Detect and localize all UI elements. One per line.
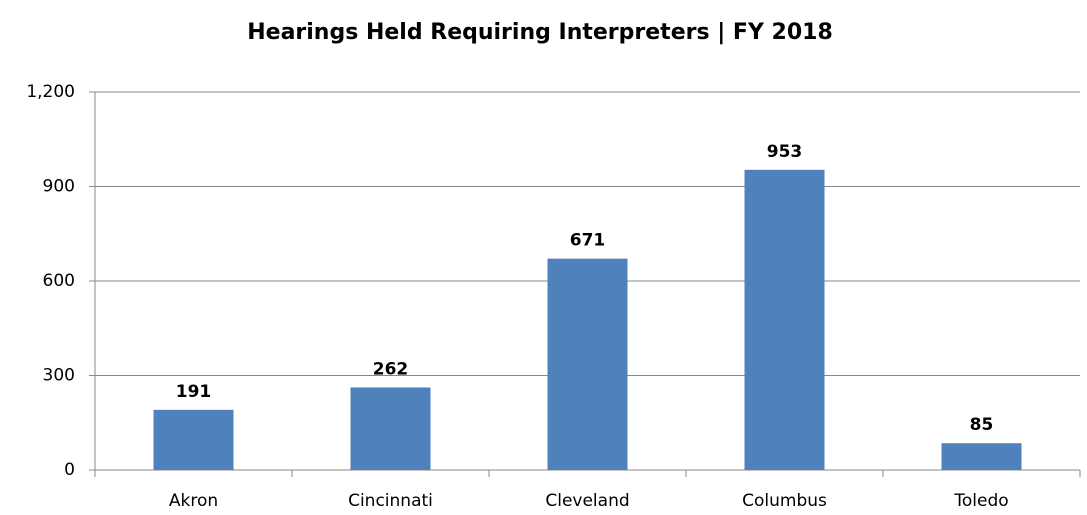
y-tick-label: 300 [43,366,75,386]
value-label: 85 [970,415,994,435]
x-tick-label: Columbus [742,491,827,511]
value-label: 953 [767,142,803,162]
bar [941,443,1022,470]
value-label: 262 [373,359,409,379]
value-label: 191 [176,382,212,402]
y-tick-label: 1,200 [26,82,75,102]
bar [153,409,234,470]
chart-title: Hearings Held Requiring Interpreters | F… [247,20,833,45]
bar [350,387,431,470]
value-label: 671 [570,231,606,251]
bar [744,169,825,470]
y-tick-label: 900 [43,177,75,197]
x-tick-label: Akron [169,491,218,511]
y-tick-label: 0 [64,460,75,480]
bar [547,258,628,470]
y-tick-label: 600 [43,271,75,291]
x-tick-label: Cleveland [545,491,629,511]
x-tick-label: Toledo [953,491,1008,511]
x-tick-label: Cincinnati [348,491,433,511]
